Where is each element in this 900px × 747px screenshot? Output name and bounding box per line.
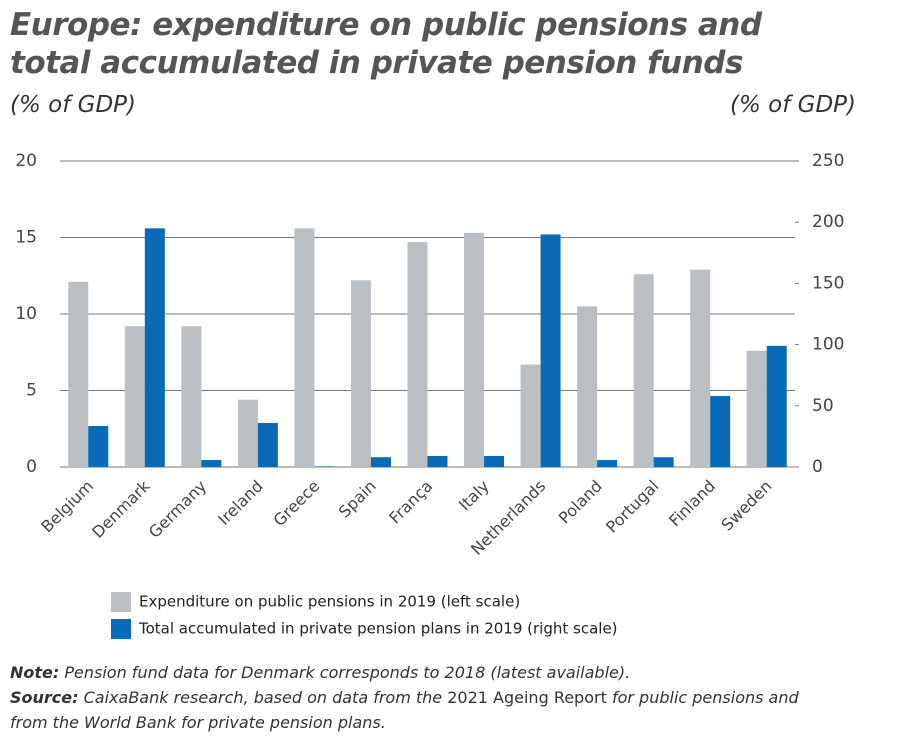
bar	[633, 274, 654, 467]
y2-axis-label: (% of GDP)	[730, 92, 856, 118]
bar	[314, 466, 335, 467]
source-text: CaixaBank research, based on data from t…	[83, 688, 443, 707]
bar	[181, 326, 202, 467]
y-tick-label: 0	[26, 457, 37, 477]
chart-title: Europe: expenditure on public pensions a…	[10, 7, 763, 81]
x-tick-label: França	[385, 476, 436, 527]
x-tick-label: Ireland	[214, 476, 267, 529]
y-tick-label: 20	[15, 151, 37, 171]
x-tick-label: Denmark	[88, 476, 154, 542]
notes: Note: Pension fund data for Denmark corr…	[10, 660, 810, 735]
legend-label: Expenditure on public pensions in 2019 (…	[139, 593, 520, 611]
source-label: Source:	[10, 688, 79, 707]
legend-swatch	[111, 619, 131, 639]
bar	[577, 306, 598, 467]
bar	[68, 281, 89, 467]
source: Source: CaixaBank research, based on dat…	[10, 685, 810, 735]
bar	[124, 326, 145, 467]
y2-tick-label: 150	[812, 273, 844, 293]
bar	[427, 455, 448, 467]
bar	[237, 399, 258, 467]
bar	[520, 364, 541, 467]
y2-tick-label: 50	[812, 396, 834, 416]
title-line: Europe: expenditure on public pensions a…	[10, 7, 763, 43]
legend-label: Total accumulated in private pension pla…	[138, 620, 618, 638]
bar	[464, 232, 485, 467]
bar	[746, 350, 767, 467]
y2-tick-label: 100	[812, 335, 844, 355]
y2-tick-label: 200	[812, 212, 844, 232]
legend-swatch	[111, 592, 131, 612]
x-tick-label: Greece	[270, 476, 324, 530]
y-axis-label: (% of GDP)	[10, 92, 136, 118]
bar	[597, 460, 618, 467]
x-tick-label: Poland	[555, 476, 606, 527]
y2-tick-label: 0	[812, 457, 823, 477]
x-tick-label: Portugal	[602, 476, 662, 536]
title-line: total accumulated in private pension fun…	[10, 45, 743, 81]
y-tick-label: 5	[26, 381, 37, 401]
bar	[350, 280, 371, 467]
x-tick-label: Italy	[455, 476, 493, 514]
source-text: 2021 Ageing Report	[447, 688, 607, 707]
y2-tick-label: 250	[812, 151, 844, 171]
bar	[710, 396, 731, 467]
x-tick-label: Finland	[665, 476, 719, 530]
bar	[294, 228, 315, 467]
note-text: Pension fund data for Denmark correspond…	[64, 663, 631, 682]
y-tick-label: 10	[15, 304, 37, 324]
bar	[201, 460, 222, 467]
chart: Europe: expenditure on public pensions a…	[10, 7, 856, 639]
bar	[88, 425, 109, 467]
bar	[370, 457, 391, 467]
y-tick-label: 15	[15, 228, 37, 248]
x-tick-label: Germany	[145, 476, 210, 541]
bar	[484, 455, 505, 467]
bar	[540, 234, 561, 467]
bar	[144, 228, 165, 467]
x-tick-label: Spain	[335, 476, 380, 521]
note: Note: Pension fund data for Denmark corr…	[10, 660, 810, 685]
bar	[257, 422, 278, 467]
bar	[690, 269, 711, 467]
bar	[653, 457, 674, 467]
note-label: Note:	[10, 663, 60, 682]
bar	[766, 345, 787, 467]
source-text: for public pensions and from the World B…	[10, 688, 799, 732]
bar	[407, 242, 428, 467]
x-tick-label: Sweden	[717, 476, 775, 534]
